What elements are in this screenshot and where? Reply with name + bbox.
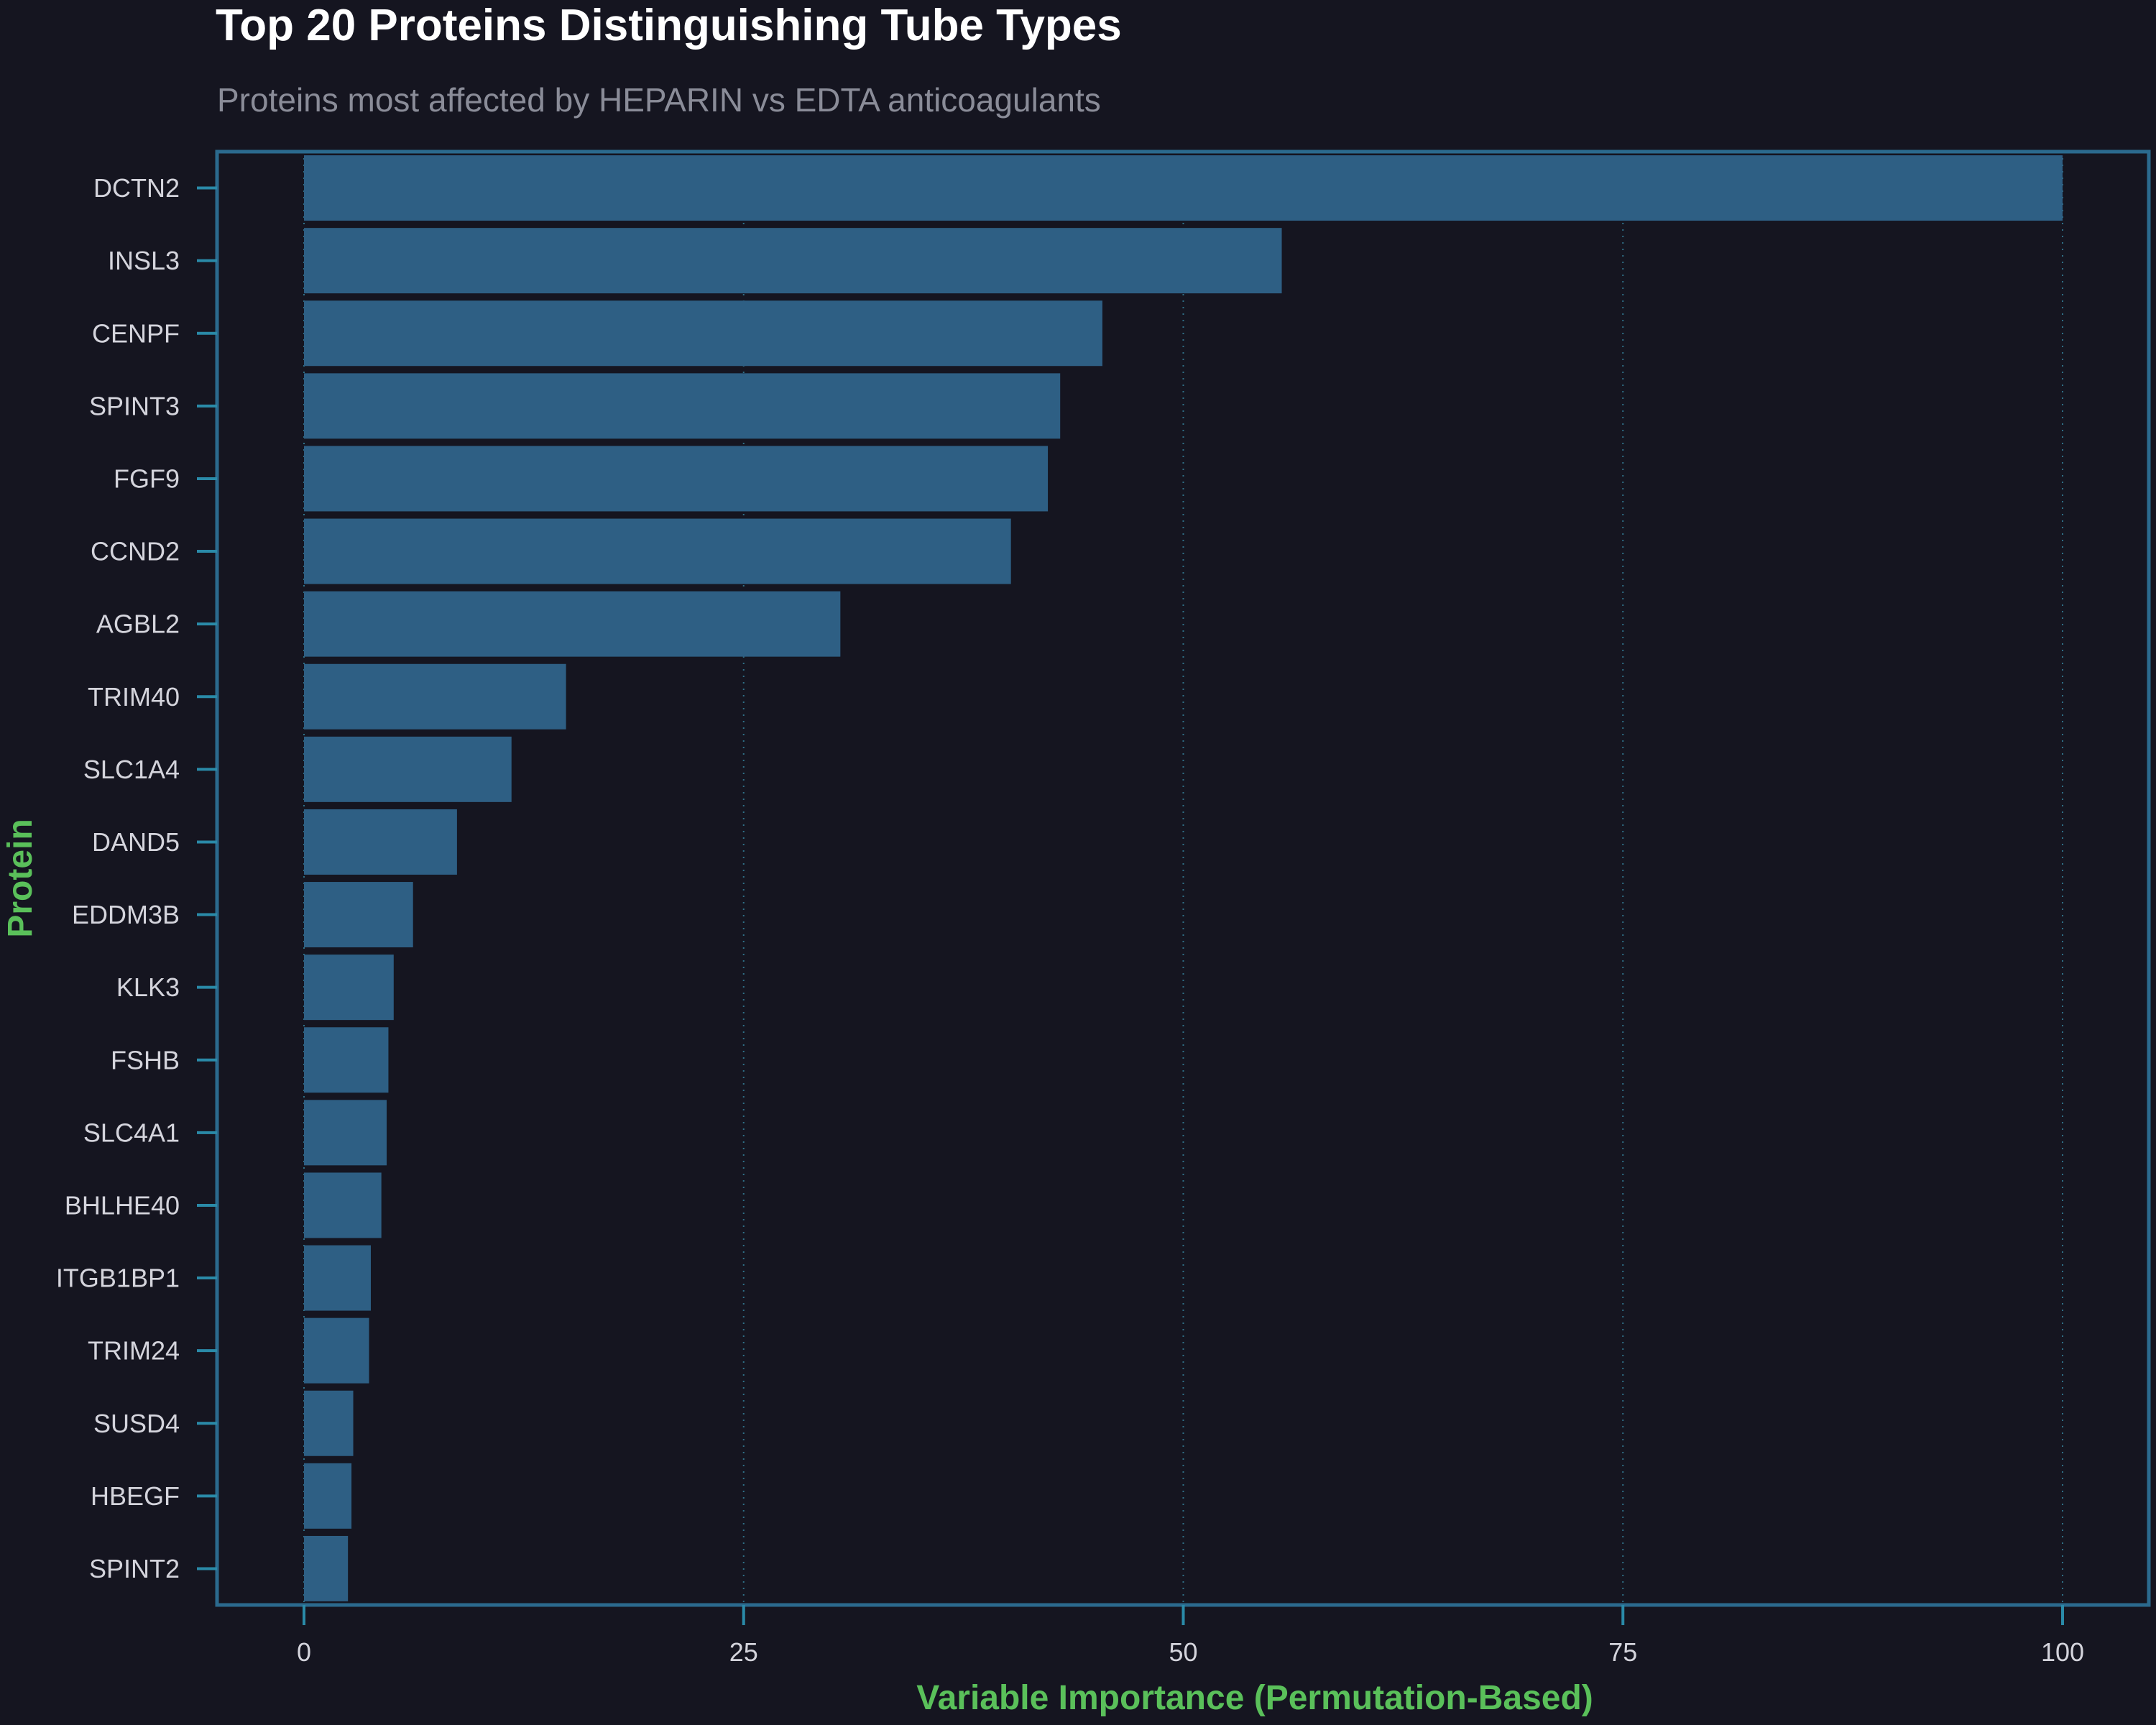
bar	[304, 155, 2063, 221]
chart-subtitle: Proteins most affected by HEPARIN vs EDT…	[217, 81, 1101, 119]
bar	[304, 446, 1049, 512]
y-tick-label: FGF9	[114, 464, 180, 493]
y-tick-label: CENPF	[92, 318, 180, 348]
chart-title: Top 20 Proteins Distinguishing Tube Type…	[216, 1, 1122, 50]
bar	[304, 736, 512, 802]
bar	[304, 1100, 387, 1166]
y-tick-label: AGBL2	[96, 610, 180, 639]
bar	[304, 591, 841, 657]
bar	[304, 373, 1061, 439]
y-tick-label: TRIM40	[88, 682, 180, 712]
bar	[304, 882, 413, 948]
y-tick-label: SLC1A4	[83, 755, 180, 784]
y-tick-label: BHLHE40	[65, 1190, 180, 1220]
x-tick-label: 75	[1608, 1637, 1637, 1667]
bar	[304, 1245, 371, 1311]
y-tick-label: ITGB1BP1	[56, 1264, 180, 1293]
bar	[304, 1317, 369, 1384]
x-tick-label: 0	[297, 1637, 311, 1667]
y-tick-label: FSHB	[111, 1045, 180, 1075]
plot-panel-border	[215, 150, 2151, 1607]
bar	[304, 518, 1011, 584]
y-tick-label: SPINT2	[89, 1554, 180, 1583]
bar	[304, 663, 566, 730]
y-tick-label: SUSD4	[93, 1409, 180, 1438]
bar	[304, 1027, 389, 1093]
y-tick-label: CCND2	[91, 537, 180, 566]
y-tick-label: HBEGF	[91, 1481, 180, 1511]
bar	[304, 809, 457, 875]
bar	[304, 1390, 354, 1456]
y-tick-label: SLC4A1	[83, 1118, 180, 1147]
y-tick-label: SPINT3	[89, 391, 180, 420]
bar	[304, 1463, 352, 1529]
y-tick-label: DCTN2	[93, 173, 180, 203]
x-tick-label: 100	[2041, 1637, 2084, 1667]
bars	[304, 155, 2063, 1601]
y-tick-label: INSL3	[108, 246, 180, 275]
y-tick-label: TRIM24	[88, 1336, 180, 1366]
grid-lines	[303, 152, 2063, 1605]
y-axis-title: Protein	[1, 819, 40, 937]
x-tick-label: 25	[729, 1637, 758, 1667]
axes: DCTN2 INSL3 CENPF SPINT3 FGF9 CCND2 AGBL2 TRIM4…	[56, 173, 2084, 1667]
y-tick-label: KLK3	[116, 972, 180, 1002]
bar	[304, 228, 1282, 294]
bar	[304, 1535, 349, 1601]
x-tick-label: 50	[1169, 1637, 1197, 1667]
y-tick-label: EDDM3B	[72, 900, 180, 929]
y-tick-label: DAND5	[92, 827, 180, 857]
bar	[304, 1172, 382, 1238]
bar	[304, 300, 1102, 367]
x-axis-title: Variable Importance (Permutation-Based)	[916, 1679, 1593, 1717]
bar	[304, 954, 394, 1021]
